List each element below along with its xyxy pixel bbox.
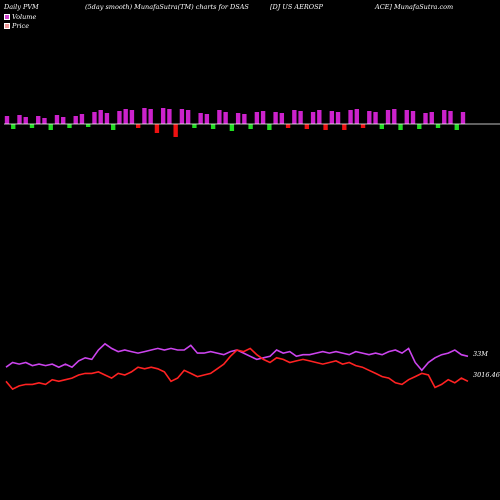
volume-bar	[460, 112, 466, 124]
volume-bar	[167, 109, 172, 124]
volume-bar	[4, 116, 10, 124]
volume-bar	[323, 124, 328, 130]
pvm-line	[5, 342, 469, 372]
pvm-value-label: 33M	[473, 350, 488, 358]
volume-bar	[429, 112, 434, 124]
volume-bar	[23, 117, 28, 124]
volume-bar	[223, 112, 228, 124]
volume-bar	[354, 109, 359, 124]
volume-bar	[442, 110, 447, 124]
volume-bar	[235, 113, 241, 124]
volume-bar	[260, 111, 266, 124]
volume-bar	[198, 113, 203, 124]
legend-price-swatch	[4, 23, 10, 29]
volume-bar	[435, 124, 441, 128]
volume-bar	[179, 109, 185, 124]
volume-bar	[404, 110, 409, 124]
volume-bar	[417, 124, 422, 129]
volume-bar	[248, 124, 253, 129]
volume-bar	[42, 118, 47, 124]
volume-bar	[285, 124, 291, 128]
volume-bar	[317, 110, 322, 124]
volume-bar	[111, 124, 116, 130]
chart-title-2: (5day smooth) MunafaSutra(TM) charts for…	[85, 3, 249, 11]
volume-bar	[367, 111, 372, 124]
volume-bar	[79, 114, 85, 124]
volume-bar	[423, 113, 428, 124]
volume-bar	[392, 109, 397, 124]
chart-title-4: ACE] MunafaSutra.com	[375, 3, 454, 11]
legend-volume: Volume	[4, 13, 36, 21]
volume-bar	[310, 112, 316, 124]
volume-bar	[86, 124, 91, 127]
volume-bar	[154, 124, 160, 133]
chart-title-1: Daily PVM	[4, 3, 39, 11]
volume-bar	[54, 115, 60, 124]
volume-bar	[229, 124, 235, 131]
volume-bar	[398, 124, 403, 130]
legend-volume-swatch	[4, 14, 10, 20]
volume-bar	[98, 110, 103, 124]
volume-bar	[11, 124, 16, 129]
volume-bar	[142, 108, 147, 124]
legend-price: Price	[4, 22, 29, 30]
volume-bar	[36, 116, 41, 124]
volume-bar	[135, 124, 141, 128]
volume-bar	[273, 112, 278, 124]
volume-bar	[342, 124, 347, 130]
volume-bar	[267, 124, 272, 130]
legend-volume-label: Volume	[12, 13, 37, 21]
volume-bar	[329, 111, 335, 124]
volume-bar	[298, 111, 303, 124]
volume-bar	[348, 110, 353, 124]
volume-bar	[454, 124, 459, 130]
volume-bar	[292, 110, 297, 124]
volume-bar	[129, 110, 135, 124]
volume-bar	[379, 124, 384, 129]
volume-bar	[17, 115, 22, 124]
volume-bar	[92, 112, 97, 124]
volume-bar	[29, 124, 35, 128]
volume-bar	[48, 124, 53, 130]
volume-bar	[242, 114, 247, 124]
volume-bar	[385, 110, 391, 124]
volume-bar	[210, 124, 216, 129]
legend-price-label: Price	[12, 22, 30, 30]
volume-bar	[279, 113, 285, 124]
volume-bar	[448, 111, 453, 124]
chart-title-3: [DJ US AEROSP	[270, 3, 323, 11]
volume-bar	[204, 114, 210, 124]
volume-bar	[410, 111, 416, 124]
price-value-label: 3016.46	[473, 371, 500, 379]
volume-bar	[192, 124, 197, 128]
volume-bar	[61, 117, 66, 124]
volume-bar	[148, 109, 153, 124]
volume-bar	[73, 116, 78, 124]
volume-bar	[123, 109, 128, 124]
volume-bar	[173, 124, 178, 137]
volume-bar	[373, 112, 378, 124]
volume-bar	[217, 110, 222, 124]
volume-bar	[104, 113, 110, 124]
volume-bars	[4, 108, 466, 137]
volume-bar	[117, 111, 122, 124]
price-line	[5, 347, 469, 391]
volume-bar	[67, 124, 72, 128]
volume-bar	[160, 108, 166, 124]
volume-bar	[304, 124, 310, 129]
volume-bar	[254, 112, 260, 124]
volume-bar	[185, 110, 191, 124]
volume-bar	[335, 112, 341, 124]
volume-bar	[360, 124, 366, 128]
